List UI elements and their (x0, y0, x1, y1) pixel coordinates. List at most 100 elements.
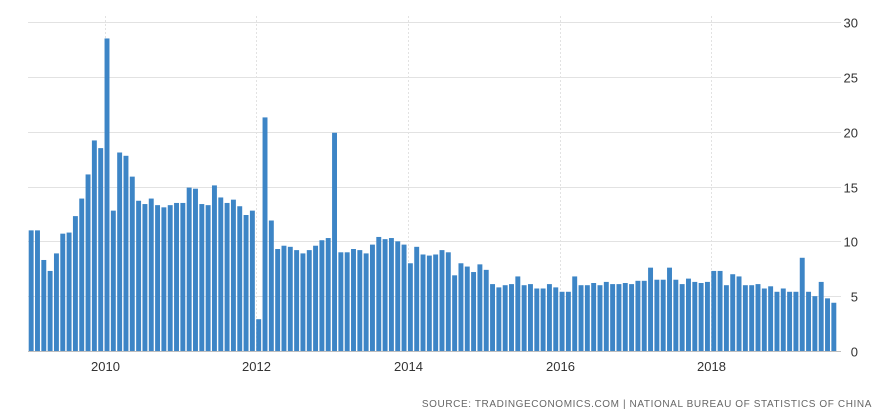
bar (572, 276, 578, 351)
bar (53, 253, 59, 351)
bar (193, 188, 198, 351)
bar (243, 215, 249, 351)
bar (546, 284, 552, 351)
bar (420, 254, 426, 351)
bar (603, 281, 609, 351)
x-tick-label: 2018 (697, 359, 726, 374)
bar (559, 291, 565, 351)
bar (155, 205, 161, 351)
bar (180, 202, 186, 351)
bar (540, 288, 546, 351)
x-tick-label: 2014 (394, 359, 423, 374)
bar (66, 232, 72, 351)
bar (490, 284, 496, 351)
bar (616, 284, 622, 351)
bar (641, 280, 647, 351)
y-tick-label: 10 (844, 235, 858, 250)
bar (395, 241, 401, 351)
bar (161, 207, 167, 351)
bar (117, 152, 123, 351)
bar (376, 236, 382, 351)
bar (629, 284, 635, 351)
bar (123, 155, 129, 351)
bar (426, 255, 432, 351)
bar (237, 206, 243, 351)
bar (287, 246, 293, 351)
bar (218, 197, 224, 351)
bar (268, 220, 274, 351)
y-tick-label: 5 (851, 290, 858, 305)
bar (591, 283, 597, 351)
bar (477, 264, 483, 351)
bar (534, 288, 540, 351)
bar (319, 240, 325, 351)
bar (199, 204, 205, 351)
x-tick-label: 2012 (242, 359, 271, 374)
bar (717, 270, 723, 351)
bar (281, 245, 287, 351)
bar (787, 291, 793, 351)
bar (818, 281, 824, 351)
x-tick-label: 2010 (91, 359, 120, 374)
bar (388, 238, 394, 351)
bar (433, 254, 439, 351)
bar (521, 285, 527, 351)
bar (445, 252, 451, 351)
bar (711, 270, 717, 351)
bar (584, 285, 590, 351)
y-tick-label: 30 (844, 16, 858, 31)
bar (635, 280, 641, 351)
bar (452, 275, 458, 351)
bar (72, 216, 78, 351)
bar (129, 176, 135, 351)
bar (357, 250, 363, 351)
bar (382, 239, 388, 351)
bar (723, 285, 729, 351)
bar (332, 132, 337, 351)
bar (502, 285, 508, 351)
bar (660, 279, 666, 351)
bar (831, 302, 837, 351)
bar (174, 202, 179, 351)
bar (306, 250, 312, 351)
bar (749, 285, 755, 351)
bar (799, 257, 805, 351)
bar (654, 279, 660, 351)
bar (338, 252, 344, 351)
bar (825, 298, 830, 351)
bar (35, 230, 40, 351)
bar (205, 205, 211, 351)
bar (351, 249, 356, 351)
y-tick-label: 15 (844, 181, 858, 196)
y-tick-label: 0 (851, 345, 858, 360)
bar (313, 245, 319, 351)
bar (262, 117, 268, 351)
bar (610, 284, 616, 351)
source-label: SOURCE: TRADINGECONOMICS.COM | NATIONAL … (421, 399, 872, 410)
bar (41, 259, 47, 351)
bar (698, 283, 704, 351)
bar (648, 267, 654, 351)
bar (736, 276, 742, 351)
bar (325, 238, 331, 351)
bar (742, 285, 748, 351)
bar (578, 285, 584, 351)
bar (528, 284, 533, 351)
bar (509, 284, 514, 351)
bar (47, 270, 53, 351)
bar (407, 263, 413, 351)
y-tick-label: 25 (844, 71, 858, 86)
bar (597, 285, 603, 351)
bar (401, 244, 407, 351)
bar (414, 246, 420, 351)
bar (136, 200, 142, 351)
bars (28, 38, 837, 351)
bar (768, 286, 774, 351)
bar (363, 253, 369, 351)
bar (793, 291, 799, 351)
bar (294, 250, 300, 351)
bar (679, 284, 685, 351)
bar (515, 276, 521, 351)
